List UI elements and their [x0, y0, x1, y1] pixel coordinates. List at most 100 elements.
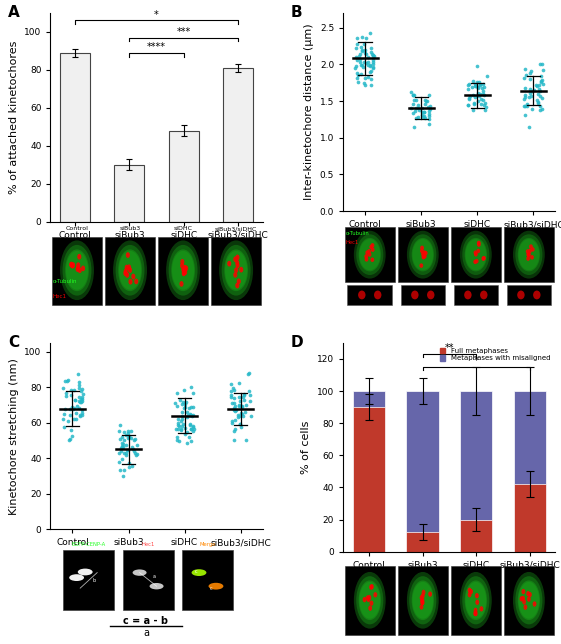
Circle shape — [423, 254, 427, 259]
Point — [64, 435, 73, 445]
Circle shape — [371, 247, 375, 252]
Ellipse shape — [356, 234, 383, 275]
Point — [77, 405, 86, 415]
Circle shape — [234, 267, 238, 273]
FancyBboxPatch shape — [401, 285, 445, 305]
Text: Control: Control — [66, 227, 89, 231]
Point — [535, 101, 544, 111]
Point — [361, 45, 370, 55]
Point — [473, 89, 482, 99]
Ellipse shape — [354, 572, 385, 629]
Point — [536, 59, 545, 70]
Text: c: c — [195, 569, 197, 574]
Ellipse shape — [466, 582, 486, 619]
Y-axis label: Kinetochore stretching (nm): Kinetochore stretching (nm) — [8, 357, 19, 515]
Circle shape — [519, 596, 523, 601]
Circle shape — [517, 290, 525, 299]
Point — [464, 100, 473, 110]
Text: Merge: Merge — [199, 542, 216, 547]
Point — [365, 60, 374, 70]
Circle shape — [227, 261, 231, 267]
Ellipse shape — [63, 245, 91, 296]
Ellipse shape — [118, 249, 142, 291]
Ellipse shape — [516, 234, 542, 275]
FancyBboxPatch shape — [182, 551, 233, 611]
Point — [463, 84, 472, 95]
Point — [415, 105, 424, 115]
Point — [353, 73, 362, 83]
Point — [473, 88, 482, 98]
Point — [532, 80, 541, 91]
Point — [123, 444, 132, 455]
Point — [124, 428, 133, 439]
Point — [425, 106, 434, 116]
Point — [186, 410, 195, 420]
Point — [536, 90, 545, 100]
Ellipse shape — [225, 251, 247, 290]
Ellipse shape — [60, 240, 94, 300]
Circle shape — [422, 251, 426, 255]
Circle shape — [480, 606, 484, 612]
Point — [185, 431, 194, 442]
Point — [526, 68, 535, 78]
Text: Hec1: Hec1 — [53, 294, 67, 299]
Text: siBub3: siBub3 — [119, 227, 141, 231]
Point — [119, 427, 128, 437]
Point — [234, 392, 243, 402]
Ellipse shape — [354, 231, 385, 279]
Point — [521, 110, 530, 120]
Point — [410, 90, 419, 100]
Text: *: * — [473, 356, 479, 366]
Point — [74, 380, 83, 390]
Circle shape — [181, 267, 185, 272]
Point — [420, 95, 429, 105]
Point — [173, 419, 182, 430]
Point — [238, 392, 247, 402]
Point — [410, 106, 419, 116]
Point — [61, 392, 70, 402]
Circle shape — [420, 595, 424, 600]
Point — [189, 410, 198, 420]
Ellipse shape — [460, 572, 492, 629]
Point — [468, 90, 477, 100]
Point — [417, 109, 426, 120]
Point — [465, 93, 473, 103]
Point — [473, 77, 482, 87]
Point — [473, 82, 482, 92]
Circle shape — [533, 290, 541, 299]
Circle shape — [367, 595, 371, 600]
Circle shape — [76, 266, 80, 272]
Circle shape — [369, 605, 372, 611]
Point — [178, 421, 187, 431]
Text: ****: **** — [147, 42, 166, 52]
Point — [465, 91, 474, 102]
Point — [468, 76, 477, 86]
Point — [72, 401, 81, 411]
Point — [132, 448, 141, 459]
Point — [116, 433, 125, 444]
Point — [123, 445, 132, 455]
Circle shape — [475, 593, 479, 598]
Point — [235, 419, 244, 429]
Point — [121, 450, 130, 460]
Point — [130, 448, 139, 458]
Circle shape — [522, 599, 526, 605]
Circle shape — [526, 591, 530, 596]
Point — [115, 465, 124, 475]
Point — [182, 427, 191, 437]
Point — [183, 406, 192, 417]
Point — [368, 57, 377, 67]
Circle shape — [420, 598, 424, 603]
Point — [365, 61, 374, 71]
Point — [177, 406, 186, 417]
Point — [521, 64, 530, 74]
Circle shape — [473, 251, 477, 255]
FancyBboxPatch shape — [507, 285, 551, 305]
Point — [351, 61, 360, 71]
Point — [236, 401, 245, 412]
Point — [234, 412, 243, 422]
Circle shape — [134, 279, 139, 284]
Point — [538, 79, 547, 90]
Circle shape — [128, 279, 132, 285]
Ellipse shape — [465, 580, 487, 620]
